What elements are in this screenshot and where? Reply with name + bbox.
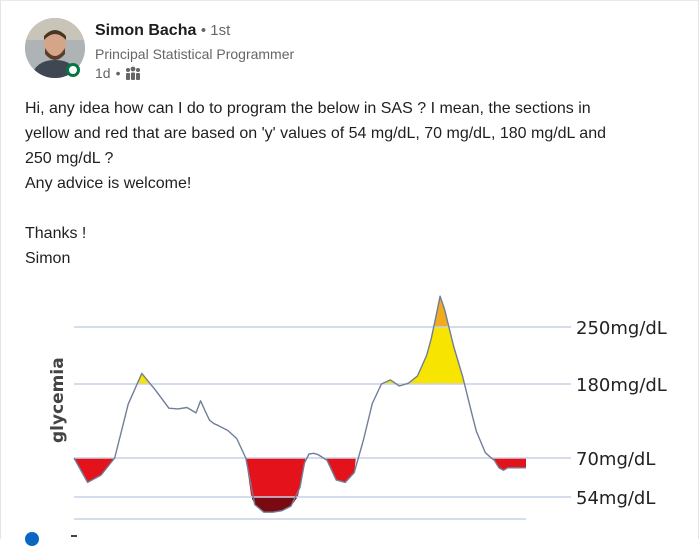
glycemia-curve: [73, 295, 526, 513]
avatar[interactable]: [25, 18, 85, 78]
threshold-label: 180mg/dL: [576, 375, 667, 396]
post-line: Simon: [25, 250, 71, 267]
post-line: Thanks !: [25, 225, 87, 242]
online-status-icon: [66, 63, 80, 77]
post-line: yellow and red that are based on 'y' val…: [25, 125, 606, 142]
post-meta: 1d •: [95, 65, 141, 81]
post-line: 250 mg/dL ?: [25, 150, 114, 167]
post-text: Hi, any idea how can I do to program the…: [25, 96, 685, 271]
author-headline: Principal Statistical Programmer: [95, 46, 295, 62]
author-row: Simon Bacha • 1st: [95, 22, 230, 40]
very-high-range-area: [434, 296, 448, 327]
divider: [1, 0, 698, 1]
high-range-area: [382, 379, 396, 384]
post-line: Any advice is welcome!: [25, 175, 192, 192]
very-low-range-area: [251, 497, 297, 513]
threshold-label: 54mg/dL: [576, 488, 655, 509]
y-axis-label: glycemia: [48, 357, 68, 443]
meta-separator: •: [115, 65, 121, 81]
connection-degree: • 1st: [200, 22, 231, 39]
threshold-label: 250mg/dL: [576, 318, 667, 339]
post-line: [25, 196, 685, 221]
post-line: Hi, any idea how can I do to program the…: [25, 100, 591, 117]
post-time: 1d: [95, 65, 111, 81]
threshold-label: 70mg/dL: [576, 449, 655, 470]
avatar-photo: [25, 18, 85, 78]
reaction-icon: [25, 532, 39, 546]
low-range-area: [326, 458, 356, 483]
people-icon: [126, 66, 141, 80]
low-range-area: [246, 458, 306, 497]
glycemia-chart[interactable]: 250mg/dL 180mg/dL 70mg/dL 54mg/dL glycemia: [41, 283, 696, 523]
reaction-count-mark: [71, 535, 77, 537]
author-name[interactable]: Simon Bacha: [95, 22, 197, 39]
high-range-area: [407, 327, 465, 384]
